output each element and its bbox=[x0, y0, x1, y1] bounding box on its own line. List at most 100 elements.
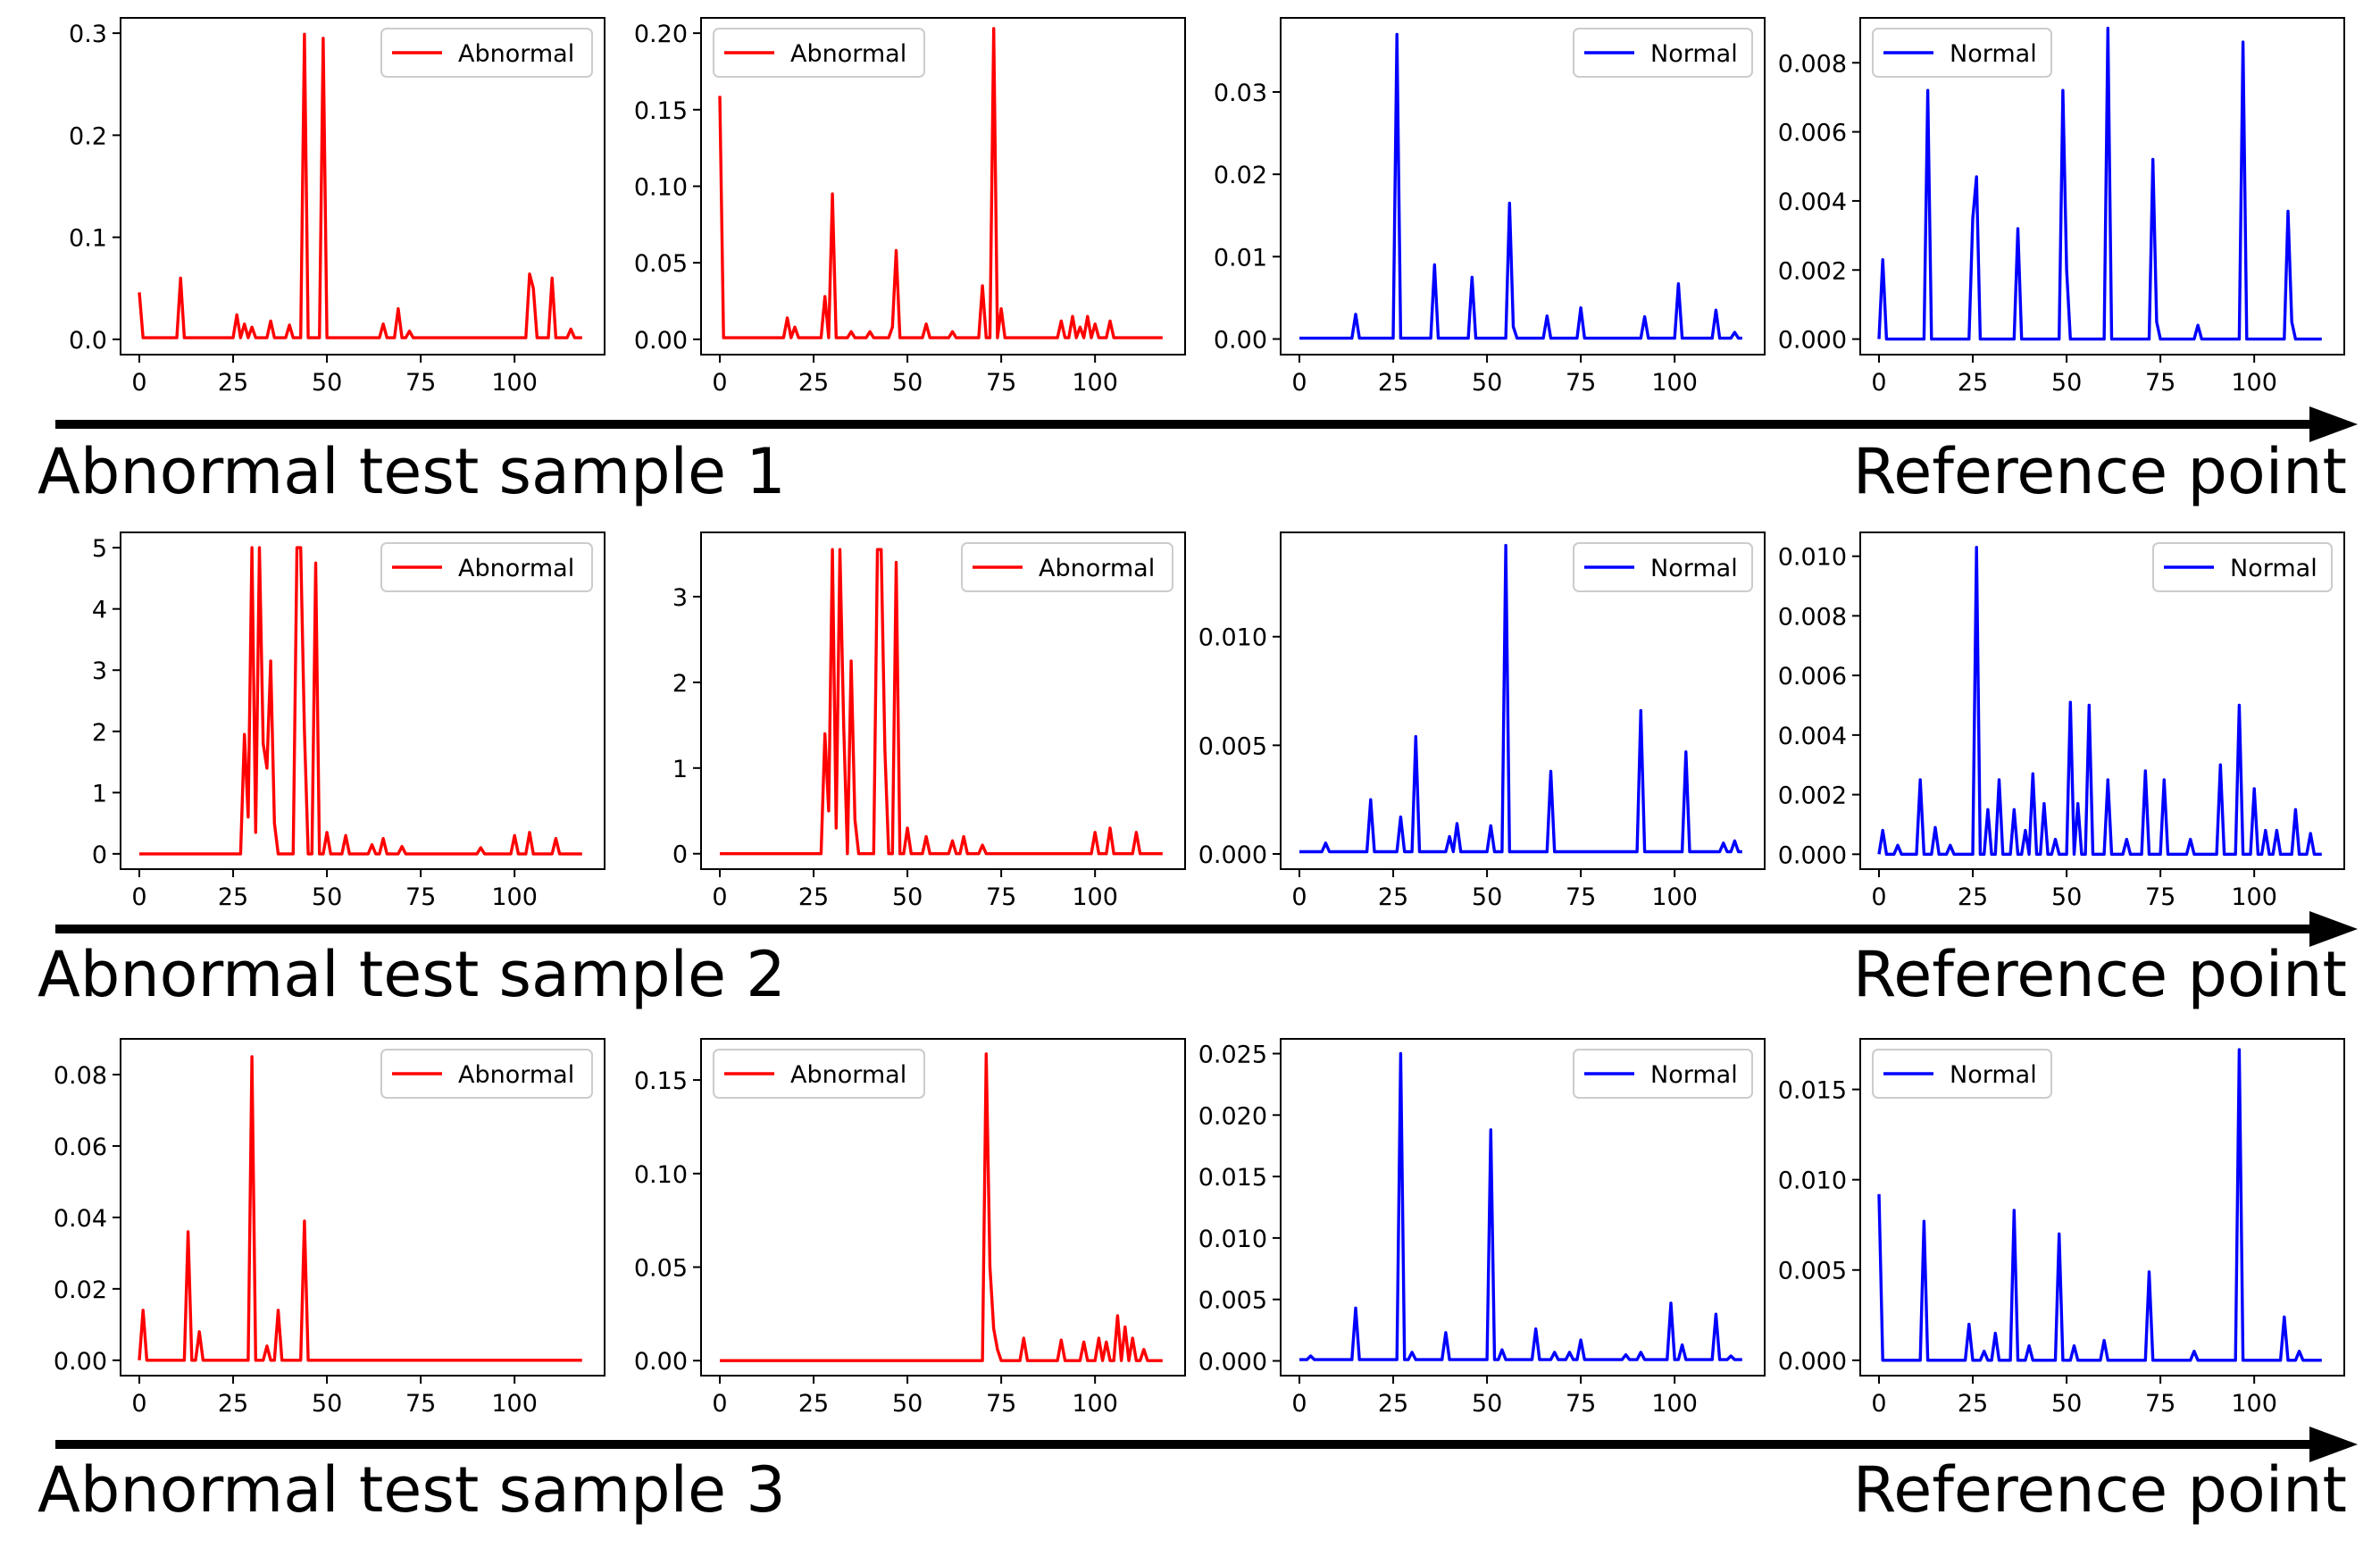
series-line bbox=[720, 548, 1163, 856]
x-tick-label: 25 bbox=[1378, 1390, 1408, 1418]
subplot-6: 0 25 50 75 100 0 1 2 3 Abnormal bbox=[672, 531, 1186, 911]
x-tick-label: 0 bbox=[712, 883, 727, 911]
subplot-2: 0 25 50 75 100 0.00 0.05 0.10 0.15 0.20 Abnormal bbox=[634, 17, 1186, 397]
x-tick-label: 75 bbox=[2145, 1390, 2175, 1418]
x-tick-label: 50 bbox=[2051, 1390, 2082, 1418]
x-tick-label: 25 bbox=[218, 1390, 248, 1418]
x-tick-label: 50 bbox=[312, 369, 342, 397]
x-tick-label: 25 bbox=[218, 883, 248, 911]
y-tick-label: 4 bbox=[92, 597, 107, 624]
row-1-arrow-head bbox=[2309, 406, 2358, 442]
subplot-7: 0 25 50 75 100 0.000 0.005 0.010 Normal bbox=[1198, 531, 1766, 911]
legend: Abnormal bbox=[961, 542, 1173, 592]
subplot-12: 0 25 50 75 100 0.000 0.005 0.010 0.015 Normal bbox=[1778, 1038, 2345, 1418]
axes-frame bbox=[120, 1038, 605, 1377]
x-tick-label: 75 bbox=[405, 369, 436, 397]
row-3-right-label: Reference point bbox=[1853, 1453, 2347, 1527]
y-tick-label: 0.008 bbox=[1778, 50, 1847, 78]
y-tick-label: 0.00 bbox=[634, 327, 688, 355]
x-tick-label: 75 bbox=[405, 883, 436, 911]
x-tick-label: 100 bbox=[2231, 883, 2277, 911]
x-tick-label: 100 bbox=[491, 1390, 538, 1418]
legend-box bbox=[380, 28, 593, 78]
series-line bbox=[1299, 1051, 1742, 1361]
x-tick-label: 100 bbox=[491, 369, 538, 397]
legend: Normal bbox=[2152, 542, 2333, 592]
y-tick-label: 0.08 bbox=[54, 1062, 107, 1090]
y-tick-label: 0.005 bbox=[1198, 732, 1267, 760]
y-tick-label: 0.000 bbox=[1778, 841, 1847, 869]
row-1-annotation: Abnormal test sample 1 Reference point bbox=[38, 406, 2358, 508]
y-tick-label: 0.3 bbox=[69, 21, 107, 48]
legend: Abnormal bbox=[380, 1049, 593, 1099]
legend-label: Normal bbox=[1650, 40, 1738, 68]
y-tick-label: 0.002 bbox=[1778, 782, 1847, 810]
x-tick-label: 100 bbox=[491, 883, 538, 911]
y-tick-label: 0.015 bbox=[1198, 1164, 1267, 1192]
x-tick-label: 75 bbox=[1566, 883, 1596, 911]
x-tick-label: 25 bbox=[1378, 883, 1408, 911]
row-2-annotation: Abnormal test sample 2 Reference point bbox=[38, 911, 2358, 1011]
legend-box bbox=[380, 542, 593, 592]
legend-box bbox=[713, 28, 925, 78]
x-tick-label: 100 bbox=[1072, 369, 1118, 397]
x-tick-label: 50 bbox=[1472, 883, 1502, 911]
legend-box bbox=[1872, 1049, 2052, 1099]
subplot-10: 0 25 50 75 100 0.00 0.05 0.10 0.15 Abnormal bbox=[634, 1038, 1186, 1418]
y-tick-label: 0.000 bbox=[1198, 1348, 1267, 1376]
legend: Abnormal bbox=[380, 28, 593, 78]
y-tick-label: 0.000 bbox=[1778, 1348, 1847, 1376]
y-tick-label: 0.00 bbox=[54, 1348, 107, 1376]
x-tick-label: 25 bbox=[1958, 1390, 1988, 1418]
series-line bbox=[1877, 26, 2322, 341]
y-tick-label: 0.20 bbox=[634, 21, 688, 48]
series-line bbox=[138, 1055, 582, 1362]
x-tick-label: 75 bbox=[986, 1390, 1016, 1418]
x-tick-label: 0 bbox=[1871, 369, 1886, 397]
x-tick-label: 100 bbox=[2231, 1390, 2277, 1418]
x-tick-label: 75 bbox=[986, 883, 1016, 911]
x-tick-label: 25 bbox=[798, 1390, 829, 1418]
x-tick-label: 0 bbox=[131, 369, 146, 397]
legend-label: Abnormal bbox=[1039, 555, 1155, 582]
x-tick-label: 50 bbox=[312, 883, 342, 911]
x-tick-label: 100 bbox=[1072, 1390, 1118, 1418]
x-tick-label: 0 bbox=[1291, 883, 1307, 911]
legend-label: Abnormal bbox=[790, 1061, 906, 1089]
y-tick-label: 0.15 bbox=[634, 97, 688, 125]
row-1-right-label: Reference point bbox=[1853, 435, 2347, 508]
axes-frame bbox=[1859, 531, 2345, 870]
x-tick-label: 100 bbox=[1651, 1390, 1698, 1418]
y-tick-label: 0.01 bbox=[1214, 244, 1267, 272]
subplot-4: 0 25 50 75 100 0.000 0.002 0.004 0.006 0.008 Norma… bbox=[1778, 17, 2345, 397]
y-tick-label: 0.15 bbox=[634, 1067, 688, 1095]
legend-box bbox=[1573, 28, 1753, 78]
y-tick-label: 0.010 bbox=[1778, 544, 1847, 572]
y-tick-label: 5 bbox=[92, 535, 107, 563]
x-tick-label: 25 bbox=[798, 369, 829, 397]
subplot-5: 0 25 50 75 100 0 1 2 3 4 5 Abnormal bbox=[92, 531, 605, 911]
x-tick-label: 100 bbox=[1072, 883, 1118, 911]
row-1-left-label: Abnormal test sample 1 bbox=[38, 435, 786, 508]
axes-frame bbox=[700, 531, 1186, 870]
x-tick-label: 50 bbox=[2051, 883, 2082, 911]
x-tick-label: 25 bbox=[1378, 369, 1408, 397]
legend-label: Abnormal bbox=[458, 1061, 574, 1089]
legend-label: Abnormal bbox=[458, 555, 574, 582]
x-tick-label: 0 bbox=[131, 883, 146, 911]
x-tick-label: 100 bbox=[2231, 369, 2277, 397]
x-tick-label: 75 bbox=[1566, 1390, 1596, 1418]
x-tick-label: 25 bbox=[1958, 369, 1988, 397]
y-tick-label: 0.05 bbox=[634, 1255, 688, 1283]
series-line bbox=[1877, 546, 2322, 856]
series-line bbox=[1299, 32, 1742, 340]
legend-label: Abnormal bbox=[790, 40, 906, 68]
y-tick-label: 0.010 bbox=[1778, 1167, 1847, 1195]
legend-box bbox=[1573, 1049, 1753, 1099]
legend-box bbox=[1872, 28, 2052, 78]
axes-frame bbox=[1859, 17, 2345, 356]
y-tick-label: 0.015 bbox=[1778, 1077, 1847, 1105]
y-tick-label: 0.10 bbox=[634, 174, 688, 202]
legend: Normal bbox=[1872, 1049, 2052, 1099]
